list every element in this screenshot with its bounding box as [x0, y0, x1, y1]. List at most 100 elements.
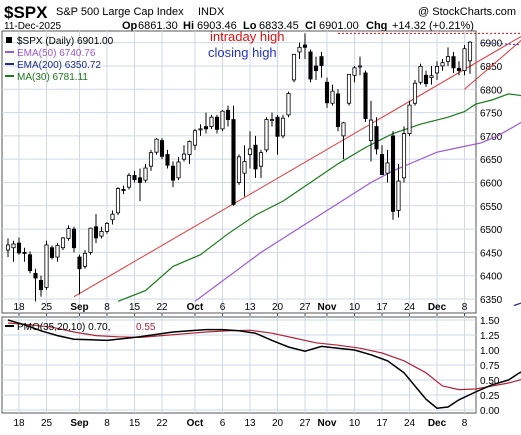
x-tick-label: 10: [349, 418, 361, 429]
pmo-y-tick-label: 0.25: [480, 391, 500, 402]
x-tick-label: 20: [272, 418, 284, 429]
candle-body: [276, 117, 279, 136]
candle-body: [303, 45, 306, 47]
candle-body: [342, 123, 345, 136]
price-y-tick-label: 6650: [480, 155, 503, 166]
candle-body: [171, 166, 174, 180]
price-x-tick-label: Dec: [428, 302, 447, 313]
candle-body: [193, 131, 196, 145]
candle-body: [72, 229, 75, 248]
candle-body: [6, 245, 9, 250]
legend-swatch: [6, 37, 12, 43]
candle-body: [100, 231, 103, 236]
candle-body: [430, 76, 433, 78]
candle-body: [441, 63, 444, 66]
candle-body: [94, 227, 97, 238]
candle-body: [270, 120, 273, 121]
candle-body: [204, 127, 207, 129]
header-exchange: INDX: [198, 6, 225, 18]
header-symbol: $SPX: [4, 3, 48, 22]
candle-body: [413, 83, 416, 103]
candle-body: [221, 111, 224, 129]
x-tick-label: 18: [13, 418, 25, 429]
candle-body: [83, 253, 86, 266]
candle-body: [177, 162, 180, 178]
price-x-tick-label: 8: [462, 302, 468, 313]
legend-label: EMA(200) 6350.72: [17, 60, 101, 71]
candle-body: [215, 117, 218, 129]
x-tick-label: 15: [129, 418, 141, 429]
candle-body: [188, 141, 191, 154]
legend-item-price: $SPX (Daily) 6901.00: [6, 36, 114, 47]
candle-body: [67, 229, 70, 239]
pmo-y-tick-label: 1.50: [480, 316, 500, 327]
header-credit: @ StockCharts.com: [418, 6, 516, 18]
candle-body: [248, 149, 251, 155]
x-tick-label: 6: [220, 418, 226, 429]
header-date: 11-Dec-2025: [4, 21, 62, 32]
candle-body: [166, 155, 169, 166]
candle-body: [265, 120, 268, 150]
x-tick-label: Dec: [428, 418, 447, 429]
price-x-tick-label: Oct: [187, 302, 204, 313]
legend-item-ema200: EMA(200) 6350.72: [5, 60, 101, 71]
price-y-tick-label: 6750: [480, 109, 503, 120]
candle-body: [61, 238, 64, 248]
header-close-label: Cl: [305, 20, 316, 32]
candle-body: [369, 120, 372, 141]
pmo-y-tick-label: 0.00: [480, 406, 500, 417]
candle-body: [254, 145, 257, 169]
header-change-label: Chg: [366, 20, 387, 32]
candle-body: [298, 47, 301, 52]
legend-label: EMA(50) 6740.76: [17, 48, 96, 59]
candle-body: [56, 245, 59, 257]
candle-body: [160, 141, 163, 157]
intraday-high-label: intraday high: [210, 29, 284, 44]
price-x-tick-label: 18: [13, 302, 25, 313]
candle-body: [210, 117, 213, 126]
candle-body: [89, 228, 92, 252]
candle-body: [424, 75, 427, 83]
candle-body: [331, 91, 334, 103]
candle-body: [138, 178, 141, 183]
candle-body: [314, 66, 317, 71]
header-change: +14.32 (+0.21%): [392, 20, 474, 32]
candle-body: [347, 74, 350, 103]
candle-body: [463, 49, 466, 71]
candle-body: [435, 66, 438, 73]
x-tick-label: 27: [299, 418, 311, 429]
candle-body: [23, 252, 26, 253]
x-tick-label: 25: [41, 418, 53, 429]
candle-body: [155, 139, 158, 152]
price-x-tick-label: Sep: [70, 302, 88, 313]
candle-body: [34, 273, 37, 278]
candle-body: [287, 93, 290, 114]
price-x-tick-label: 6: [220, 302, 226, 313]
price-y-tick-label: 6400: [480, 272, 503, 283]
price-x-tick-label: 24: [404, 302, 416, 313]
x-tick-label: 13: [244, 418, 256, 429]
candle-body: [182, 154, 185, 159]
price-x-tick-label: 25: [41, 302, 53, 313]
price-x-tick-label: 13: [244, 302, 256, 313]
x-tick-label: 8: [104, 418, 110, 429]
closing-high-label: closing high: [208, 45, 277, 60]
candle-body: [292, 54, 295, 80]
candle-body: [386, 163, 389, 173]
price-y-tick-label: 6700: [480, 132, 503, 143]
price-x-tick-label: 8: [104, 302, 110, 313]
x-tick-label: 8: [462, 418, 468, 429]
candle-body: [320, 57, 323, 66]
price-y-tick-label: 6800: [480, 85, 503, 96]
price-x-tick-label: 20: [272, 302, 284, 313]
pmo-y-tick-label: 1.25: [480, 331, 500, 342]
price-x-tick-label: 22: [156, 302, 168, 313]
candle-body: [12, 244, 15, 248]
candle-body: [259, 153, 262, 167]
x-tick-label: Oct: [187, 418, 204, 429]
x-tick-label: 17: [376, 418, 388, 429]
candle-body: [111, 214, 114, 220]
x-tick-label: Sep: [70, 418, 88, 429]
candle-body: [78, 257, 81, 269]
